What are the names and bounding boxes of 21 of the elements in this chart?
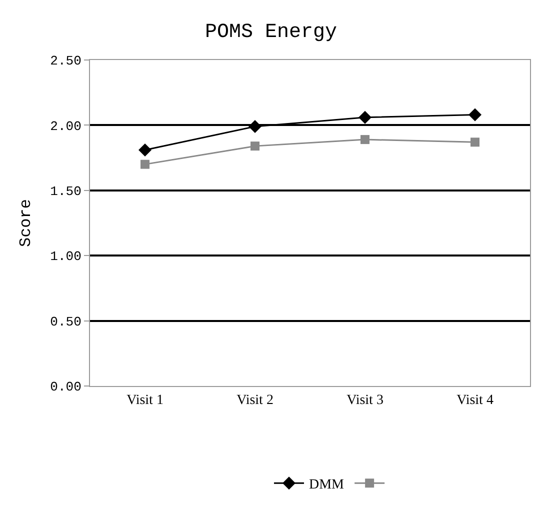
x-tick-label: Visit 3 bbox=[346, 392, 384, 408]
point bbox=[248, 120, 262, 133]
x-tick-label: Visit 2 bbox=[236, 392, 274, 408]
y-tick-label: 2.50 bbox=[50, 54, 82, 69]
point bbox=[468, 108, 482, 122]
point bbox=[250, 142, 260, 151]
y-tick-label: 0.50 bbox=[50, 314, 82, 330]
legend-label: DMM bbox=[309, 478, 345, 493]
x-tick-label: Visit 1 bbox=[126, 392, 164, 408]
point bbox=[470, 138, 480, 147]
y-axis-title: Score bbox=[17, 198, 36, 248]
y-tick-label: 1.00 bbox=[50, 249, 82, 264]
point bbox=[138, 143, 152, 156]
y-tick-label: 1.50 bbox=[50, 184, 82, 199]
point bbox=[358, 110, 372, 124]
x-tick-label: Visit 4 bbox=[456, 392, 494, 408]
point bbox=[360, 135, 370, 144]
y-tick-label: 0.00 bbox=[50, 380, 82, 395]
y-tick-label: 2.00 bbox=[50, 118, 82, 134]
point bbox=[140, 160, 150, 169]
chart-title: POMS Energy bbox=[204, 20, 338, 44]
